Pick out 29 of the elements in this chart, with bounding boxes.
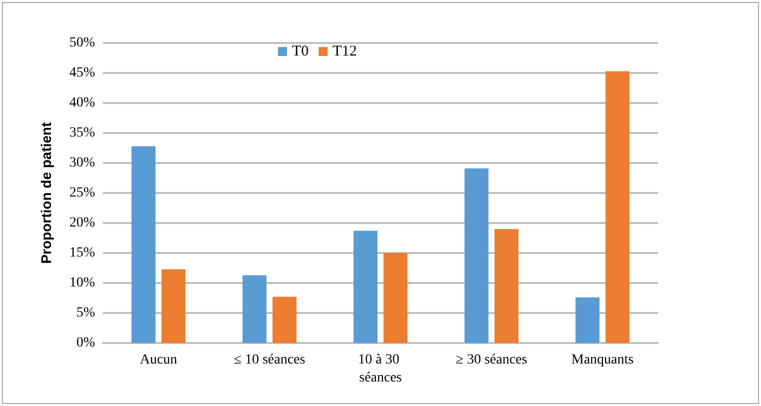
bar [494, 229, 518, 343]
bar [272, 296, 296, 343]
x-tick-label: ≤ 10 séances [234, 352, 306, 368]
y-tick-label: 35% [69, 126, 96, 140]
x-tick-label: Manquants [571, 352, 634, 368]
x-tick-label: ≥ 30 séances [456, 352, 528, 368]
y-tick-label: 50% [69, 36, 96, 50]
bar [162, 269, 186, 343]
bar [576, 297, 600, 343]
bar [384, 253, 408, 343]
x-tick-label: Aucun [140, 352, 178, 368]
y-tick-label: 15% [69, 246, 96, 260]
bar [606, 71, 630, 343]
bar [242, 275, 266, 343]
y-tick-label: 40% [69, 96, 96, 110]
y-tick-label: 5% [76, 306, 96, 320]
legend-label: T0 [292, 44, 309, 60]
y-tick-label: 30% [69, 156, 96, 170]
y-tick-label: 10% [69, 276, 96, 290]
bar [354, 230, 378, 343]
bar [132, 146, 156, 343]
y-tick-label: 20% [69, 216, 96, 230]
bar [464, 168, 488, 343]
x-tick-label: 10 à 30 séances [358, 352, 403, 386]
y-tick-label: 45% [69, 66, 96, 80]
y-tick-label: 0% [76, 336, 96, 350]
legend-label: T12 [332, 44, 357, 60]
y-axis-title: Proportion de patient [38, 122, 54, 264]
y-tick-label: 25% [69, 186, 96, 200]
